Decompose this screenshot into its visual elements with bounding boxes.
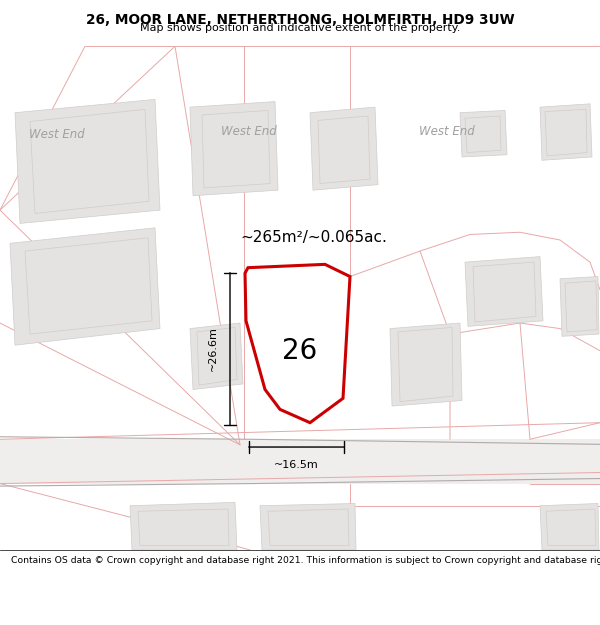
Polygon shape xyxy=(15,99,160,223)
Text: ~16.5m: ~16.5m xyxy=(274,459,319,469)
Bar xyxy=(0,439,600,484)
Polygon shape xyxy=(130,503,237,550)
Text: ~265m²/~0.065ac.: ~265m²/~0.065ac. xyxy=(240,230,387,245)
Polygon shape xyxy=(245,264,350,422)
Polygon shape xyxy=(460,111,507,157)
Polygon shape xyxy=(190,102,278,196)
Polygon shape xyxy=(138,509,229,546)
Text: West End: West End xyxy=(221,126,277,138)
Text: Contains OS data © Crown copyright and database right 2021. This information is : Contains OS data © Crown copyright and d… xyxy=(11,556,600,565)
Polygon shape xyxy=(390,323,462,406)
Polygon shape xyxy=(10,228,160,345)
Polygon shape xyxy=(190,323,243,389)
Polygon shape xyxy=(30,109,149,213)
Polygon shape xyxy=(318,116,370,184)
Text: West End: West End xyxy=(29,128,85,141)
Text: Map shows position and indicative extent of the property.: Map shows position and indicative extent… xyxy=(140,23,460,33)
Polygon shape xyxy=(310,107,378,190)
Polygon shape xyxy=(398,328,453,402)
Polygon shape xyxy=(25,238,152,334)
Polygon shape xyxy=(260,504,356,550)
Polygon shape xyxy=(565,281,597,332)
Polygon shape xyxy=(473,262,536,322)
Polygon shape xyxy=(545,109,587,156)
Polygon shape xyxy=(465,116,501,152)
Polygon shape xyxy=(197,328,237,385)
Polygon shape xyxy=(540,104,592,160)
Polygon shape xyxy=(202,111,270,188)
Polygon shape xyxy=(560,276,599,336)
Text: 26, MOOR LANE, NETHERTHONG, HOLMFIRTH, HD9 3UW: 26, MOOR LANE, NETHERTHONG, HOLMFIRTH, H… xyxy=(86,13,514,27)
Polygon shape xyxy=(540,504,599,550)
Polygon shape xyxy=(546,509,596,546)
Polygon shape xyxy=(465,257,543,326)
Text: ~26.6m: ~26.6m xyxy=(208,327,218,371)
Text: 26: 26 xyxy=(283,337,317,365)
Text: West End: West End xyxy=(419,126,475,138)
Polygon shape xyxy=(268,509,349,546)
